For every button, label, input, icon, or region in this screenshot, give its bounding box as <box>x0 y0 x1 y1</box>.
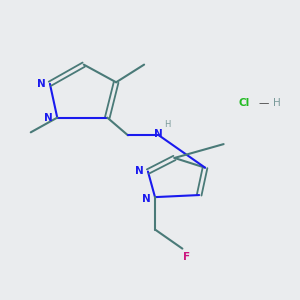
Text: F: F <box>183 253 190 262</box>
Text: H: H <box>164 120 170 129</box>
Text: N: N <box>142 194 151 204</box>
Text: Cl: Cl <box>238 98 250 108</box>
Text: N: N <box>37 79 45 89</box>
Text: N: N <box>135 167 143 176</box>
Text: H: H <box>273 98 280 108</box>
Text: N: N <box>154 129 163 139</box>
Text: N: N <box>44 112 53 123</box>
Text: —: — <box>258 98 268 108</box>
